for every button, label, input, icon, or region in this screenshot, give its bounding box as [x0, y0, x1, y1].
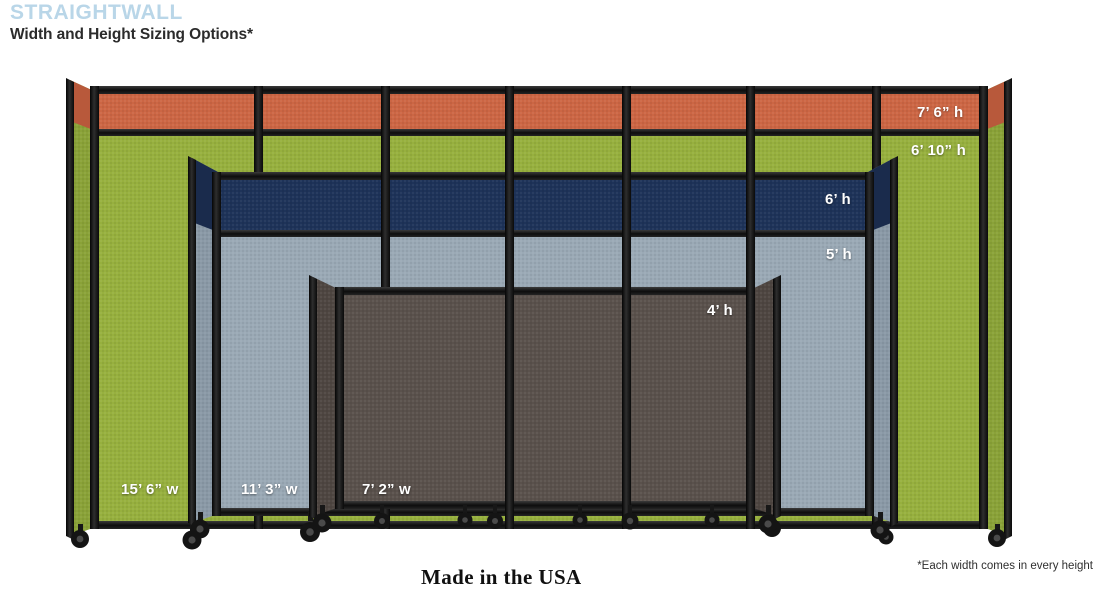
caster	[870, 512, 890, 540]
frame-post-end-right	[1004, 78, 1012, 540]
caster	[988, 524, 1006, 547]
frame-mullion	[746, 287, 755, 509]
caster	[374, 505, 390, 529]
frame-post-end-right	[773, 275, 781, 520]
page-subtitle: Width and Height Sizing Options*	[10, 26, 253, 44]
frame-rail-top	[336, 287, 754, 295]
frame-rail-bottom	[92, 521, 986, 529]
frame-rail-cap-bottom	[214, 230, 872, 237]
frame-mullion	[335, 287, 344, 509]
frame-rail-bottom	[214, 508, 872, 516]
caster	[487, 505, 503, 529]
wall-7ft2-brown	[309, 275, 781, 534]
panel-end-left-orange	[70, 80, 96, 131]
caster	[312, 505, 332, 533]
frame-post-end-left	[188, 156, 196, 527]
caster	[190, 512, 210, 539]
height-label-4ft: 4’ h	[707, 302, 733, 319]
caster	[457, 505, 473, 528]
caster-group-brown	[312, 505, 778, 534]
caster	[758, 505, 778, 534]
frame-mullion	[212, 172, 221, 516]
frame-mullion	[979, 86, 988, 529]
frame-post-end-right	[890, 156, 898, 527]
width-label-11ft3: 11’ 3” w	[241, 481, 298, 498]
caster	[704, 505, 720, 528]
frame-mullion	[622, 287, 631, 509]
frame-mullion	[90, 86, 99, 529]
height-label-5ft: 5’ h	[826, 246, 852, 263]
height-label-7ft6: 7’ 6” h	[917, 104, 964, 121]
page-header: STRAIGHTWALL Width and Height Sizing Opt…	[10, 1, 610, 44]
frame-post-end-left	[309, 275, 317, 520]
frame-mullion	[505, 287, 514, 509]
frame-rail-cap-bottom	[92, 129, 986, 136]
frame-rail-top	[214, 172, 872, 180]
height-label-6ft: 6’ h	[825, 191, 851, 208]
caster	[572, 505, 588, 528]
width-label-7ft2: 7’ 2” w	[362, 481, 411, 498]
frame-mullion	[865, 172, 874, 516]
caster	[621, 505, 639, 530]
panel-end-right-orange	[982, 80, 1008, 131]
panel-end-right-navy	[868, 158, 894, 232]
made-in-usa-text: Made in the USA	[421, 565, 582, 589]
frame-post-end-left	[66, 78, 74, 540]
width-label-15ft6: 15’ 6” w	[121, 481, 179, 498]
brand-title: STRAIGHTWALL	[10, 1, 183, 24]
frame-rail-bottom	[336, 501, 754, 509]
frame-rail-top	[92, 86, 986, 94]
caster	[71, 524, 89, 548]
footnote-text: *Each width comes in every height	[917, 560, 1093, 572]
height-label-6ft10: 6’ 10” h	[911, 142, 966, 159]
panel-end-left-navy	[192, 158, 218, 232]
